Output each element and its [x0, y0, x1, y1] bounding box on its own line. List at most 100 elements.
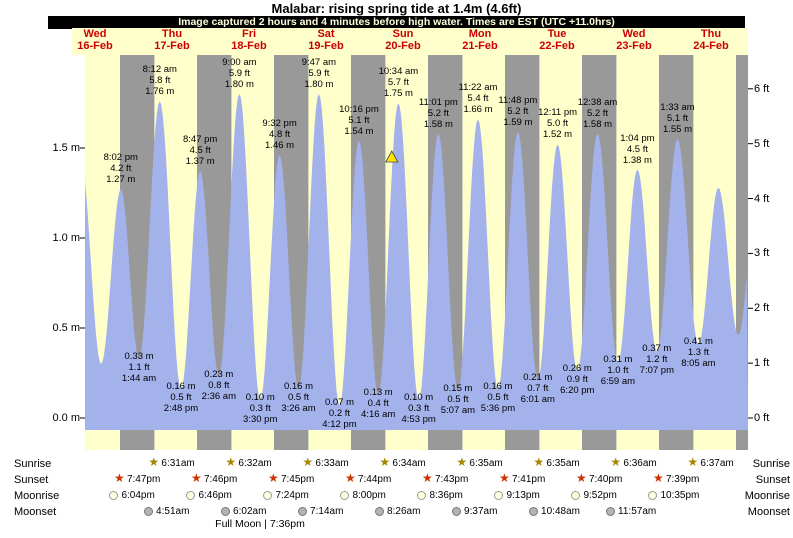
y-axis-label-feet: 5 ft	[754, 137, 770, 150]
astro-time: 7:47pm	[126, 474, 161, 485]
astro-time: 7:41pm	[511, 474, 546, 485]
astro-time: 9:37am	[464, 506, 498, 517]
moonset-icon	[606, 507, 616, 516]
day-label: Wed 16-Feb	[77, 28, 113, 52]
low-tide-label: 0.33 m 1.1 ft 1:44 am	[121, 351, 157, 384]
high-tide-label: 10:16 pm 5.1 ft 1.54 m	[339, 104, 379, 137]
sunset-star-icon: ★	[113, 471, 125, 485]
sunrise-star-icon: ★	[225, 455, 237, 469]
page-title: Malabar: rising spring tide at 1.4m (4.6…	[271, 1, 522, 16]
astro-time: 7:40pm	[588, 474, 623, 485]
sunset-star-icon: ★	[498, 471, 510, 485]
moonset-icon	[298, 507, 308, 516]
full-moon-note: Full Moon | 7:36pm	[215, 518, 305, 530]
astro-time: 4:51am	[156, 506, 190, 517]
y-axis-label-feet: 3 ft	[754, 247, 770, 260]
sunset-star-icon: ★	[421, 471, 433, 485]
low-tide-label: 0.13 m 0.4 ft 4:16 am	[361, 387, 396, 420]
moonrise-row-label-right: Moonrise	[744, 490, 790, 502]
sunrise-star-icon: ★	[148, 455, 160, 469]
high-tide-label: 12:38 am 5.2 ft 1.58 m	[577, 97, 618, 130]
day-label: Mon 21-Feb	[462, 28, 498, 52]
astro-time: 8:00pm	[352, 490, 386, 501]
astro-time: 8:26am	[387, 506, 421, 517]
moonrise-icon	[186, 491, 196, 500]
sunset-star-icon: ★	[267, 471, 279, 485]
astro-time: 10:35pm	[660, 490, 700, 501]
capture-banner: Image captured 2 hours and 4 minutes bef…	[48, 16, 745, 29]
astro-time: 11:57am	[618, 506, 657, 517]
low-tide-label: 0.07 m 0.2 ft 4:12 pm	[322, 397, 357, 430]
y-axis-label-feet: 6 ft	[754, 82, 770, 95]
high-tide-label: 10:34 am 5.7 ft 1.75 m	[378, 66, 419, 99]
day-label: Fri 18-Feb	[231, 28, 267, 52]
moonset-icon	[452, 507, 462, 516]
moonrise-row-label-left: Moonrise	[14, 490, 60, 502]
moonrise-icon	[417, 491, 427, 500]
astro-time: 6:34am	[392, 458, 426, 469]
moonset-icon	[529, 507, 539, 516]
sunset-star-icon: ★	[575, 471, 587, 485]
astro-time: 7:14am	[310, 506, 344, 517]
sunset-row-label-left: Sunset	[14, 474, 49, 486]
moonrise-icon	[263, 491, 273, 500]
high-tide-label: 8:12 am 5.8 ft 1.76 m	[142, 64, 177, 97]
day-label: Sat 19-Feb	[308, 28, 344, 52]
y-axis-label-feet: 4 ft	[754, 192, 770, 205]
astro-time: 7:45pm	[280, 474, 315, 485]
low-tide-label: 0.10 m 0.3 ft 3:30 pm	[243, 392, 278, 425]
sunset-star-icon: ★	[652, 471, 664, 485]
low-tide-label: 0.16 m 0.5 ft 5:36 pm	[480, 381, 516, 414]
low-tide-label: 0.37 m 1.2 ft 7:07 pm	[639, 343, 674, 376]
astro-time: 6:46pm	[198, 490, 232, 501]
moonset-row-label-right: Moonset	[747, 506, 790, 518]
low-tide-label: 0.10 m 0.3 ft 4:53 pm	[401, 392, 436, 425]
y-axis-label-feet: 0 ft	[754, 412, 770, 424]
moonset-icon	[375, 507, 385, 516]
sunrise-star-icon: ★	[610, 455, 622, 469]
sunrise-star-icon: ★	[533, 455, 545, 469]
high-tide-label: 9:00 am 5.9 ft 1.80 m	[222, 57, 257, 90]
day-strip	[72, 28, 748, 55]
y-axis-label-metric: 1.0 m	[52, 232, 80, 244]
sunrise-row-label-right: Sunrise	[752, 458, 790, 470]
high-tide-label: 11:01 pm 5.2 ft 1.58 m	[418, 97, 458, 130]
sunrise-star-icon: ★	[456, 455, 468, 469]
y-axis-label-feet: 2 ft	[754, 302, 770, 315]
sunset-star-icon: ★	[190, 471, 202, 485]
astro-time: 6:04pm	[121, 490, 155, 501]
moonrise-icon	[494, 491, 504, 500]
low-tide-label: 0.16 m 0.5 ft 3:26 am	[281, 381, 316, 414]
tide-curve	[85, 94, 748, 430]
high-tide-label: 8:02 pm 4.2 ft 1.27 m	[103, 152, 138, 185]
day-label: Wed 23-Feb	[616, 28, 652, 52]
astro-time: 7:43pm	[434, 474, 469, 485]
y-axis-label-feet: 1 ft	[754, 357, 770, 370]
y-axis-label-metric: 1.5 m	[52, 142, 80, 154]
sunset-star-icon: ★	[344, 471, 356, 485]
high-tide-label: 11:48 pm 5.2 ft 1.59 m	[498, 95, 538, 128]
low-tide-label: 0.41 m 1.3 ft 8:05 am	[681, 336, 716, 369]
sunrise-star-icon: ★	[379, 455, 391, 469]
high-tide-label: 12:11 pm 5.0 ft 1.52 m	[538, 107, 578, 140]
astro-time: 8:36pm	[429, 490, 463, 501]
astro-time: 6:37am	[700, 458, 734, 469]
high-tide-label: 11:22 am 5.4 ft 1.66 m	[458, 82, 498, 115]
astro-time: 9:52pm	[583, 490, 617, 501]
astro-time: 6:02am	[233, 506, 267, 517]
day-label: Thu 17-Feb	[154, 28, 190, 52]
astro-time: 6:31am	[161, 458, 195, 469]
y-axis-label-metric: 0.0 m	[52, 412, 80, 424]
moonrise-icon	[109, 491, 119, 500]
moonrise-icon	[648, 491, 658, 500]
sunrise-star-icon: ★	[687, 455, 699, 469]
astro-time: 10:48am	[541, 506, 580, 517]
astro-time: 7:46pm	[203, 474, 238, 485]
astro-time: 6:33am	[315, 458, 349, 469]
day-label: Sun 20-Feb	[385, 28, 421, 52]
low-tide-label: 0.15 m 0.5 ft 5:07 am	[440, 383, 476, 416]
astro-time: 6:35am	[469, 458, 503, 469]
